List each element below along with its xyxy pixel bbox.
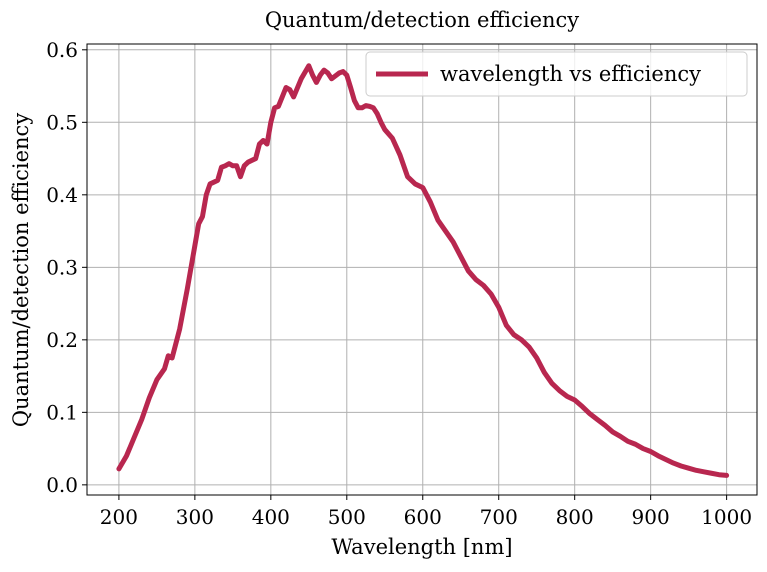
x-tick-label: 300 [176,505,214,529]
x-tick-label: 400 [252,505,290,529]
x-tick-label: 1000 [701,505,752,529]
y-axis-label: Quantum/detection efficiency [9,113,33,427]
y-tick-label: 0.3 [46,255,78,279]
x-tick-label: 600 [404,505,442,529]
legend-label: wavelength vs efficiency [440,62,701,86]
legend: wavelength vs efficiency [365,51,748,97]
x-axis-label: Wavelength [nm] [331,535,512,559]
x-tick-label: 500 [328,505,366,529]
x-tick-label: 700 [480,505,518,529]
x-tick-label: 900 [632,505,670,529]
y-tick-label: 0.6 [46,38,78,62]
y-tick-label: 0.2 [46,328,78,352]
chart-title: Quantum/detection efficiency [265,8,579,32]
y-tick-label: 0.5 [46,110,78,134]
y-tick-label: 0.4 [46,183,78,207]
plot-frame [86,43,758,496]
x-tick-label: 200 [100,505,138,529]
data-line [116,63,730,478]
y-tick-label: 0.0 [46,473,78,497]
legend-box [365,51,748,97]
x-tick-label: 800 [556,505,594,529]
y-tick-label: 0.1 [46,400,78,424]
